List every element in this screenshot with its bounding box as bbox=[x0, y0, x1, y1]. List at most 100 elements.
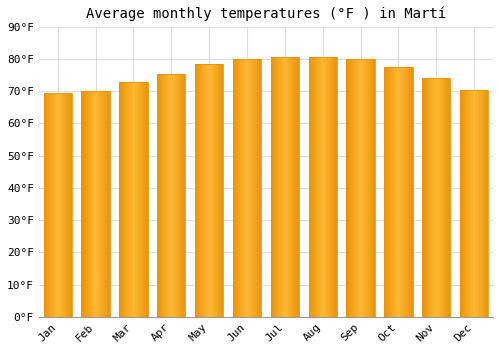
Bar bbox=[202, 64, 203, 317]
Bar bbox=[244, 59, 246, 317]
Bar bbox=[411, 67, 412, 317]
Bar bbox=[182, 74, 183, 317]
Bar bbox=[158, 74, 159, 317]
Bar bbox=[371, 59, 372, 317]
Bar bbox=[482, 90, 483, 317]
Bar bbox=[405, 67, 406, 317]
Bar bbox=[99, 91, 100, 317]
Bar bbox=[92, 91, 94, 317]
Bar bbox=[216, 64, 217, 317]
Bar bbox=[311, 57, 312, 317]
Bar bbox=[384, 67, 412, 317]
Bar bbox=[472, 90, 473, 317]
Bar bbox=[317, 57, 318, 317]
Bar bbox=[121, 82, 122, 317]
Bar bbox=[103, 91, 104, 317]
Bar bbox=[131, 82, 132, 317]
Bar bbox=[352, 59, 353, 317]
Bar bbox=[465, 90, 466, 317]
Bar bbox=[329, 57, 330, 317]
Bar bbox=[476, 90, 477, 317]
Bar bbox=[308, 57, 337, 317]
Bar bbox=[386, 67, 387, 317]
Bar bbox=[128, 82, 129, 317]
Bar bbox=[91, 91, 92, 317]
Bar bbox=[280, 57, 281, 317]
Bar bbox=[184, 74, 185, 317]
Bar bbox=[172, 74, 173, 317]
Bar bbox=[298, 57, 299, 317]
Bar bbox=[292, 57, 293, 317]
Bar bbox=[160, 74, 161, 317]
Bar bbox=[486, 90, 487, 317]
Bar bbox=[463, 90, 464, 317]
Bar bbox=[157, 74, 158, 317]
Bar bbox=[272, 57, 273, 317]
Bar bbox=[137, 82, 138, 317]
Bar bbox=[431, 78, 432, 317]
Bar bbox=[439, 78, 440, 317]
Bar bbox=[256, 59, 257, 317]
Bar bbox=[242, 59, 243, 317]
Bar bbox=[183, 74, 184, 317]
Bar bbox=[208, 64, 209, 317]
Bar bbox=[96, 91, 98, 317]
Bar bbox=[479, 90, 480, 317]
Bar bbox=[260, 59, 261, 317]
Bar bbox=[446, 78, 447, 317]
Bar bbox=[485, 90, 486, 317]
Bar bbox=[195, 64, 196, 317]
Bar bbox=[162, 74, 163, 317]
Bar bbox=[94, 91, 95, 317]
Bar bbox=[335, 57, 336, 317]
Bar bbox=[289, 57, 290, 317]
Bar bbox=[147, 82, 148, 317]
Bar bbox=[285, 57, 286, 317]
Bar bbox=[445, 78, 446, 317]
Bar bbox=[55, 93, 56, 317]
Bar bbox=[119, 82, 148, 317]
Bar bbox=[353, 59, 354, 317]
Bar bbox=[58, 93, 59, 317]
Bar bbox=[169, 74, 170, 317]
Bar bbox=[257, 59, 258, 317]
Bar bbox=[426, 78, 427, 317]
Bar bbox=[214, 64, 215, 317]
Bar bbox=[427, 78, 428, 317]
Bar bbox=[234, 59, 235, 317]
Bar bbox=[349, 59, 350, 317]
Bar bbox=[316, 57, 317, 317]
Bar bbox=[126, 82, 127, 317]
Bar bbox=[384, 67, 385, 317]
Bar bbox=[134, 82, 135, 317]
Bar bbox=[425, 78, 426, 317]
Bar bbox=[432, 78, 433, 317]
Bar bbox=[366, 59, 367, 317]
Bar bbox=[424, 78, 425, 317]
Bar bbox=[324, 57, 325, 317]
Bar bbox=[201, 64, 202, 317]
Bar bbox=[259, 59, 260, 317]
Bar bbox=[447, 78, 448, 317]
Bar bbox=[237, 59, 238, 317]
Bar bbox=[130, 82, 131, 317]
Bar bbox=[95, 91, 96, 317]
Bar bbox=[478, 90, 479, 317]
Bar bbox=[210, 64, 211, 317]
Bar bbox=[124, 82, 125, 317]
Bar bbox=[89, 91, 90, 317]
Bar bbox=[406, 67, 407, 317]
Bar bbox=[385, 67, 386, 317]
Bar bbox=[469, 90, 470, 317]
Bar bbox=[388, 67, 389, 317]
Bar bbox=[410, 67, 411, 317]
Bar bbox=[177, 74, 178, 317]
Bar bbox=[144, 82, 145, 317]
Bar bbox=[294, 57, 295, 317]
Bar bbox=[179, 74, 180, 317]
Bar bbox=[223, 64, 224, 317]
Bar bbox=[233, 59, 234, 317]
Bar bbox=[51, 93, 52, 317]
Bar bbox=[133, 82, 134, 317]
Bar bbox=[348, 59, 349, 317]
